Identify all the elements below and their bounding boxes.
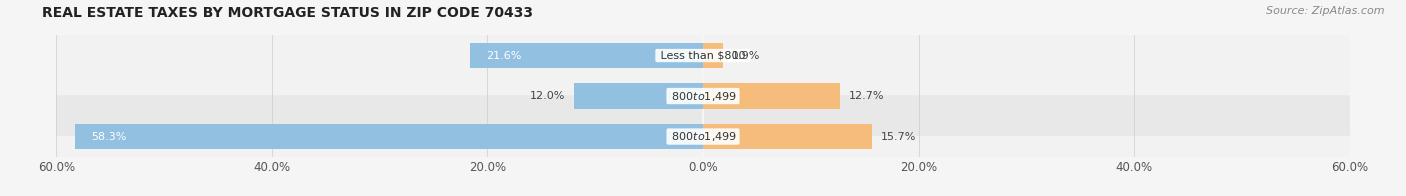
Bar (75, 124, 703, 149)
Bar (703, 43, 724, 68)
Text: $800 to $1,499: $800 to $1,499 (668, 130, 738, 143)
Text: REAL ESTATE TAXES BY MORTGAGE STATUS IN ZIP CODE 70433: REAL ESTATE TAXES BY MORTGAGE STATUS IN … (42, 6, 533, 20)
Text: 15.7%: 15.7% (880, 132, 917, 142)
Text: 58.3%: 58.3% (91, 132, 127, 142)
Text: 21.6%: 21.6% (486, 51, 522, 61)
FancyBboxPatch shape (51, 56, 1355, 136)
Text: $800 to $1,499: $800 to $1,499 (668, 90, 738, 103)
Bar (703, 83, 839, 109)
FancyBboxPatch shape (51, 97, 1355, 176)
Text: 12.0%: 12.0% (530, 91, 565, 101)
Text: 12.7%: 12.7% (849, 91, 884, 101)
Bar (703, 124, 872, 149)
Bar (574, 83, 703, 109)
Text: Less than $800: Less than $800 (657, 51, 749, 61)
Legend: Without Mortgage, With Mortgage: Without Mortgage, With Mortgage (568, 194, 838, 196)
FancyBboxPatch shape (51, 16, 1355, 95)
Text: Source: ZipAtlas.com: Source: ZipAtlas.com (1267, 6, 1385, 16)
Text: 1.9%: 1.9% (733, 51, 761, 61)
Bar (470, 43, 703, 68)
